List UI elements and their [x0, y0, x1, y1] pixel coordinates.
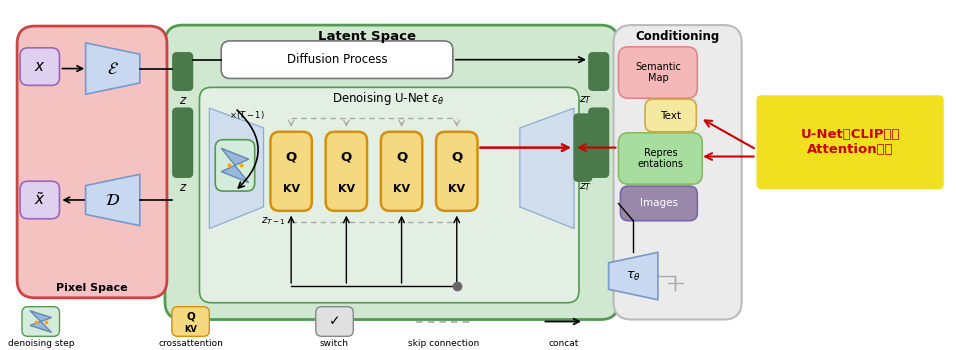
- Text: $z_{T-1}$: $z_{T-1}$: [261, 215, 286, 227]
- Polygon shape: [609, 252, 658, 300]
- FancyBboxPatch shape: [315, 307, 354, 336]
- Text: denoising step: denoising step: [8, 339, 74, 348]
- FancyBboxPatch shape: [326, 132, 367, 211]
- Text: Denoising U-Net $\epsilon_\theta$: Denoising U-Net $\epsilon_\theta$: [333, 90, 445, 107]
- FancyBboxPatch shape: [619, 133, 703, 184]
- Text: Semantic
Map: Semantic Map: [635, 62, 681, 83]
- Text: crossattention: crossattention: [158, 339, 223, 348]
- Text: $z$: $z$: [179, 181, 187, 194]
- Text: KV: KV: [448, 184, 466, 194]
- Text: switch: switch: [320, 339, 349, 348]
- Polygon shape: [221, 148, 249, 183]
- Text: Q: Q: [340, 150, 352, 163]
- Text: Q: Q: [286, 150, 296, 163]
- Text: U-Net和CLIP均有
Attention结构: U-Net和CLIP均有 Attention结构: [800, 128, 900, 156]
- Text: $z_T$: $z_T$: [579, 94, 593, 106]
- FancyBboxPatch shape: [173, 53, 192, 90]
- Text: Images: Images: [640, 198, 678, 209]
- FancyBboxPatch shape: [165, 25, 619, 320]
- Text: Q: Q: [186, 311, 195, 321]
- FancyBboxPatch shape: [172, 307, 209, 336]
- FancyBboxPatch shape: [589, 53, 609, 90]
- FancyBboxPatch shape: [380, 132, 423, 211]
- FancyBboxPatch shape: [436, 132, 477, 211]
- Text: Latent Space: Latent Space: [318, 30, 416, 43]
- Text: KV: KV: [185, 325, 197, 334]
- Polygon shape: [209, 108, 264, 229]
- Polygon shape: [520, 108, 575, 229]
- FancyBboxPatch shape: [645, 99, 696, 132]
- FancyBboxPatch shape: [221, 41, 453, 78]
- Text: $\times(T-1)$: $\times(T-1)$: [229, 109, 265, 121]
- FancyBboxPatch shape: [575, 114, 592, 181]
- Text: $\tau_\theta$: $\tau_\theta$: [626, 270, 641, 282]
- Text: Text: Text: [661, 111, 682, 120]
- Text: KV: KV: [337, 184, 355, 194]
- Text: ✓: ✓: [329, 315, 340, 329]
- Text: $\mathcal{E}$: $\mathcal{E}$: [107, 60, 119, 78]
- FancyBboxPatch shape: [22, 307, 59, 336]
- FancyBboxPatch shape: [756, 95, 944, 189]
- Polygon shape: [86, 43, 140, 94]
- FancyBboxPatch shape: [620, 186, 697, 221]
- Text: Pixel Space: Pixel Space: [56, 283, 128, 293]
- FancyBboxPatch shape: [17, 26, 167, 298]
- FancyBboxPatch shape: [614, 25, 742, 320]
- Text: concat: concat: [548, 339, 578, 348]
- Text: Diffusion Process: Diffusion Process: [287, 53, 387, 66]
- Text: Q: Q: [451, 150, 463, 163]
- FancyBboxPatch shape: [271, 132, 312, 211]
- FancyBboxPatch shape: [173, 108, 192, 177]
- FancyBboxPatch shape: [589, 108, 609, 177]
- Polygon shape: [86, 174, 140, 226]
- Text: KV: KV: [393, 184, 410, 194]
- Text: $z_T$: $z_T$: [579, 181, 593, 193]
- Text: $\mathcal{D}$: $\mathcal{D}$: [105, 191, 120, 209]
- FancyBboxPatch shape: [20, 48, 59, 85]
- Text: Q: Q: [396, 150, 407, 163]
- Text: KV: KV: [283, 184, 300, 194]
- FancyBboxPatch shape: [200, 88, 579, 303]
- FancyBboxPatch shape: [215, 140, 254, 191]
- FancyBboxPatch shape: [619, 47, 697, 98]
- Text: $\tilde{x}$: $\tilde{x}$: [34, 191, 46, 209]
- Text: $x$: $x$: [34, 59, 46, 74]
- Text: $z$: $z$: [179, 94, 187, 107]
- Text: Repres
entations: Repres entations: [638, 148, 684, 169]
- FancyBboxPatch shape: [20, 181, 59, 219]
- Text: skip connection: skip connection: [408, 339, 479, 348]
- Text: Conditioning: Conditioning: [636, 30, 720, 43]
- Polygon shape: [30, 311, 52, 332]
